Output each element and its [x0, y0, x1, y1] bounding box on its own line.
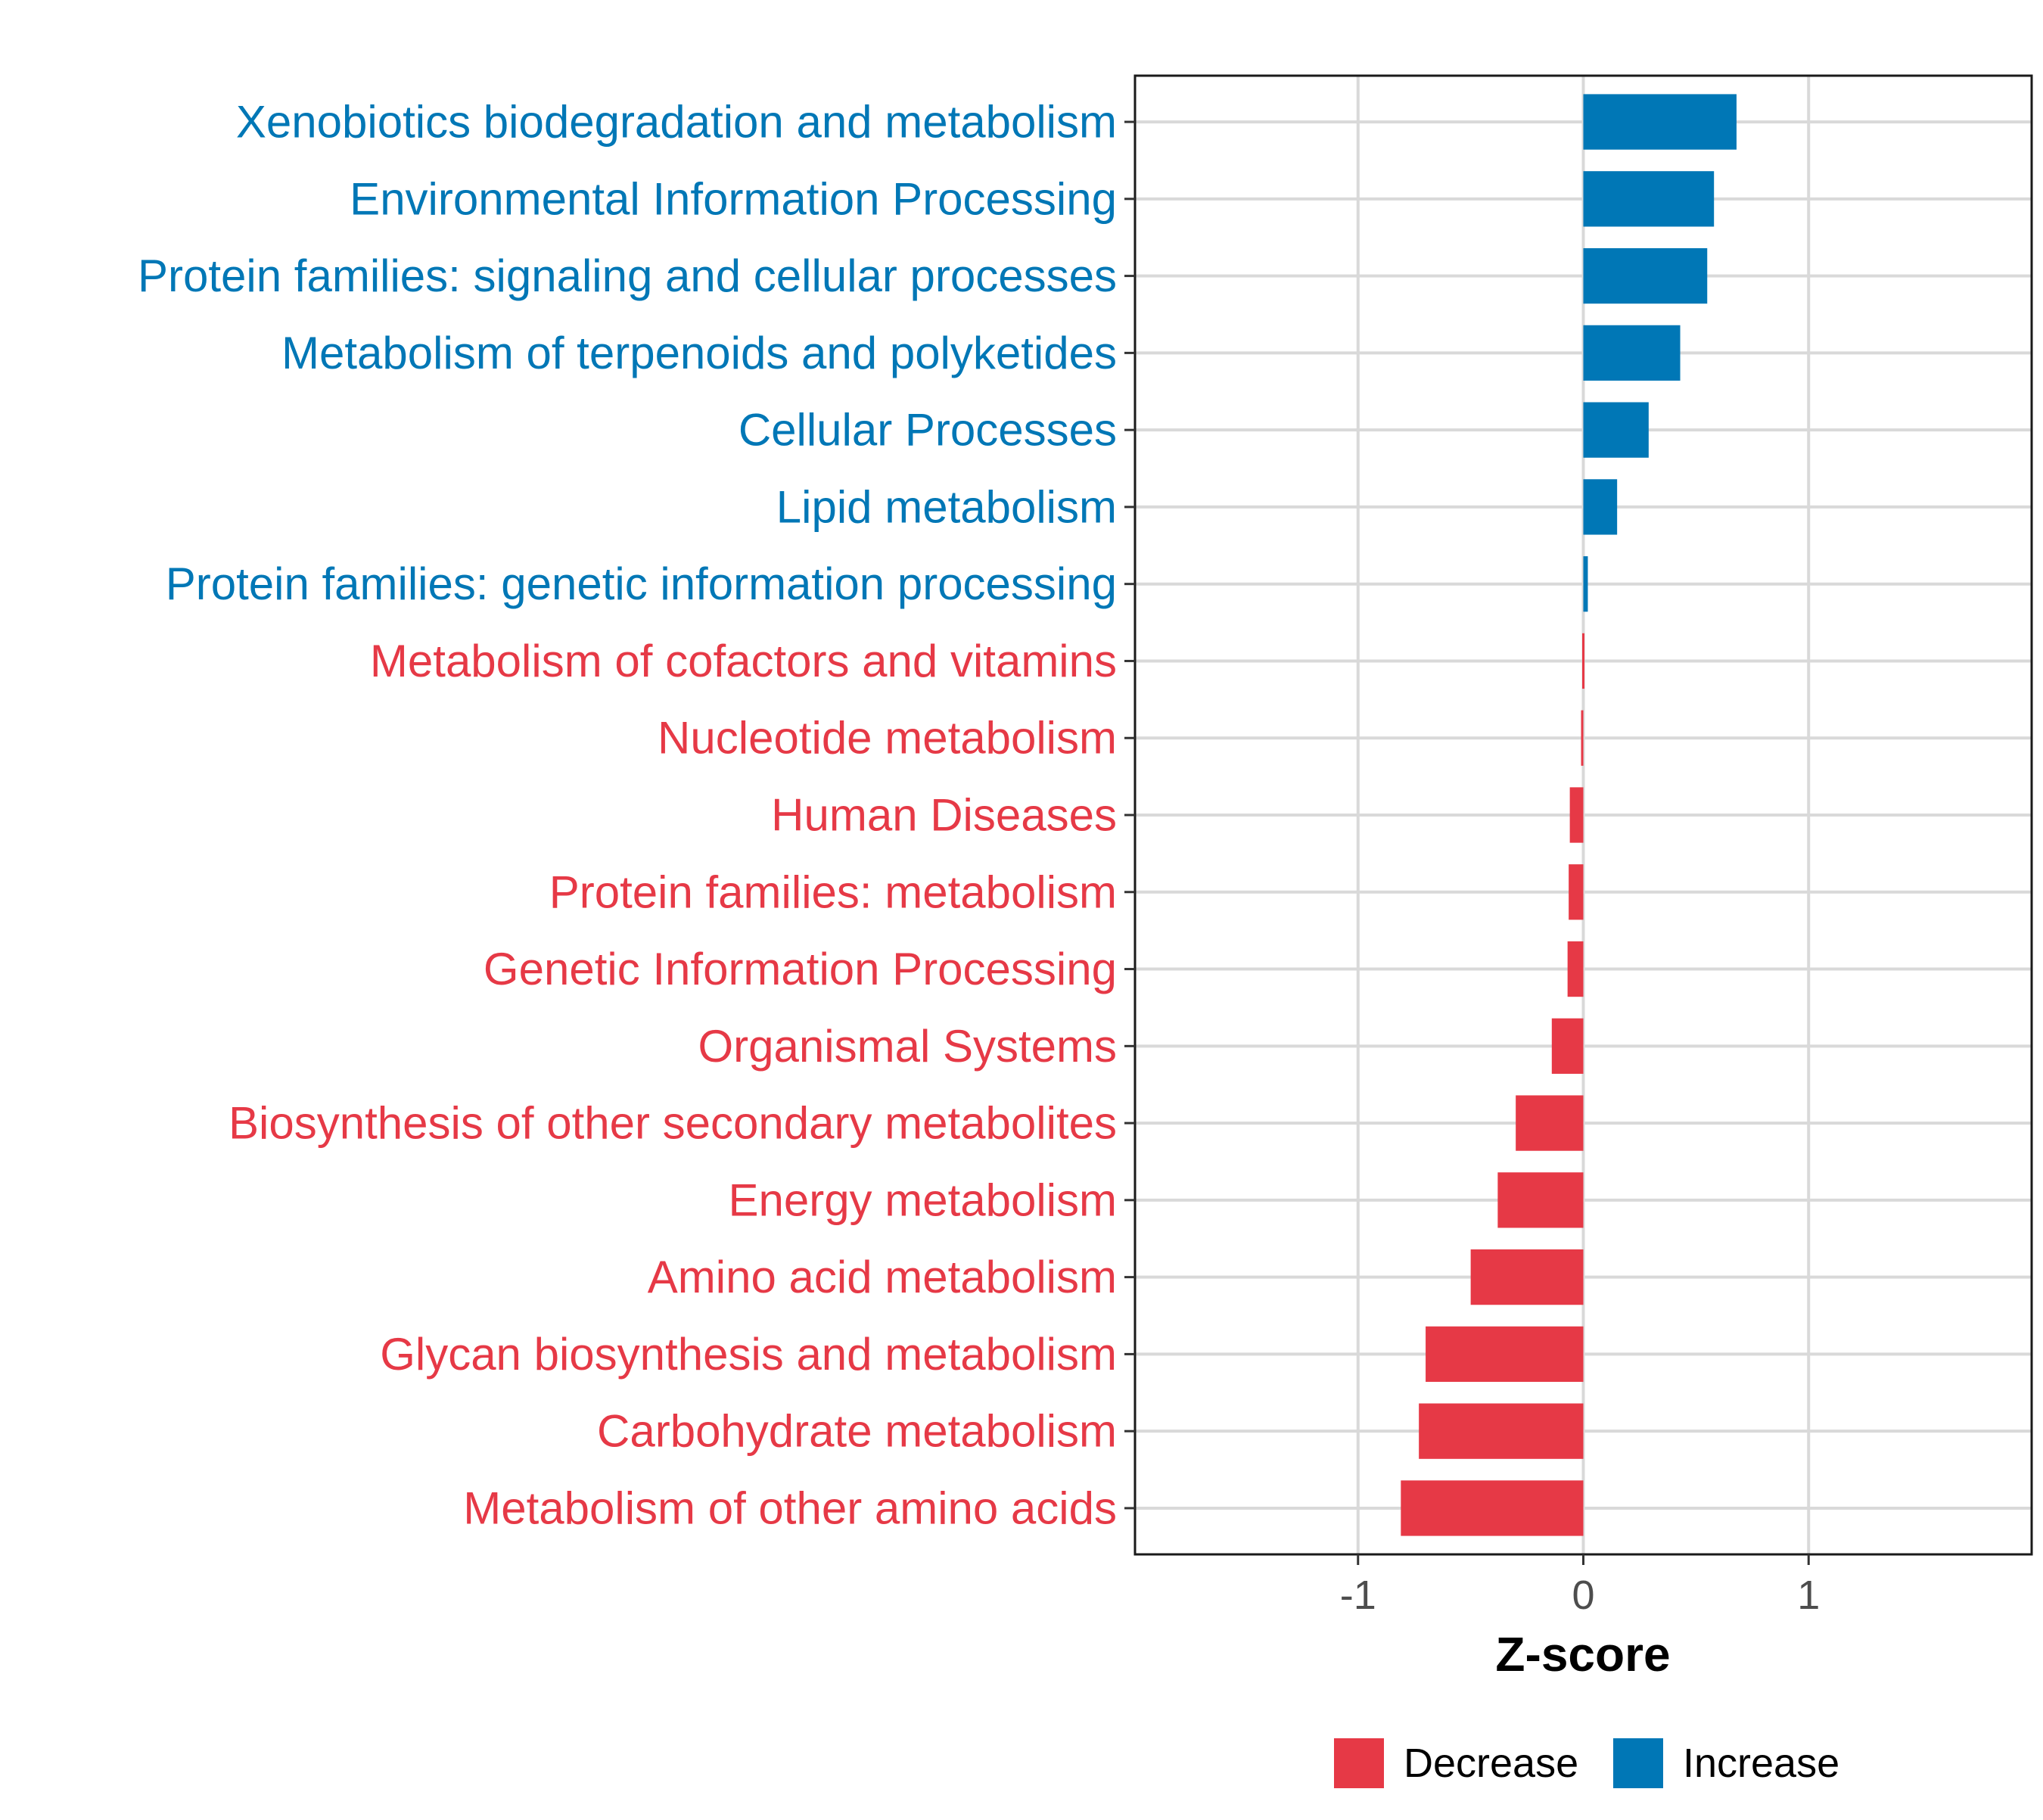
bar: [1583, 171, 1715, 227]
bar: [1419, 1403, 1584, 1459]
bar: [1583, 325, 1681, 381]
legend: Decrease Increase: [1334, 1738, 1839, 1788]
bar: [1583, 479, 1618, 535]
x-tick-label: -1: [1340, 1573, 1376, 1618]
y-tick-label: Xenobiotics biodegradation and metabolis…: [236, 97, 1117, 148]
x-tick-label: 1: [1797, 1573, 1820, 1618]
bar: [1569, 787, 1584, 843]
y-tick-label: Protein families: signaling and cellular…: [138, 250, 1117, 301]
x-axis: -1 0 1: [1340, 1554, 1820, 1618]
y-tick-label: Metabolism of other amino acids: [463, 1482, 1117, 1533]
x-axis-title: Z-score: [1495, 1627, 1670, 1682]
y-tick-label: Biosynthesis of other secondary metaboli…: [229, 1098, 1117, 1149]
y-tick-label: Carbohydrate metabolism: [597, 1406, 1117, 1457]
bar: [1551, 1018, 1584, 1074]
y-tick-label: Protein families: genetic information pr…: [166, 558, 1117, 609]
bar: [1569, 864, 1584, 920]
bars-layer: [1401, 94, 1737, 1536]
bar: [1516, 1095, 1584, 1151]
bar: [1567, 941, 1584, 997]
legend-label-increase: Increase: [1683, 1741, 1839, 1786]
y-tick-label: Lipid metabolism: [776, 481, 1117, 532]
y-tick-label: Glycan biosynthesis and metabolism: [380, 1329, 1117, 1380]
bar: [1497, 1172, 1584, 1228]
bar: [1581, 710, 1584, 766]
bar: [1583, 556, 1588, 612]
y-tick-label: Amino acid metabolism: [648, 1252, 1117, 1302]
legend-swatch-increase: [1613, 1738, 1663, 1788]
y-tick-label: Environmental Information Processing: [350, 173, 1117, 224]
y-tick-label: Energy metabolism: [728, 1174, 1117, 1225]
bar: [1401, 1480, 1584, 1536]
bar: [1582, 633, 1585, 689]
legend-swatch-decrease: [1334, 1738, 1384, 1788]
y-tick-label: Cellular Processes: [739, 405, 1117, 456]
x-tick-label: 0: [1572, 1573, 1594, 1618]
y-tick-label: Protein families: metabolism: [549, 866, 1117, 917]
bar: [1583, 94, 1737, 150]
y-tick-label: Organismal Systems: [698, 1021, 1117, 1072]
legend-label-decrease: Decrease: [1404, 1741, 1578, 1786]
y-tick-label: Genetic Information Processing: [484, 944, 1117, 994]
y-tick-label: Human Diseases: [771, 790, 1117, 841]
y-tick-label: Metabolism of terpenoids and polyketides: [281, 328, 1117, 378]
bar: [1470, 1249, 1584, 1305]
y-axis: Xenobiotics biodegradation and metabolis…: [138, 97, 1135, 1533]
bar: [1583, 247, 1708, 304]
y-tick-label: Metabolism of cofactors and vitamins: [370, 636, 1117, 686]
y-tick-label: Nucleotide metabolism: [658, 713, 1117, 764]
bar: [1583, 402, 1649, 458]
bar: [1426, 1326, 1584, 1383]
